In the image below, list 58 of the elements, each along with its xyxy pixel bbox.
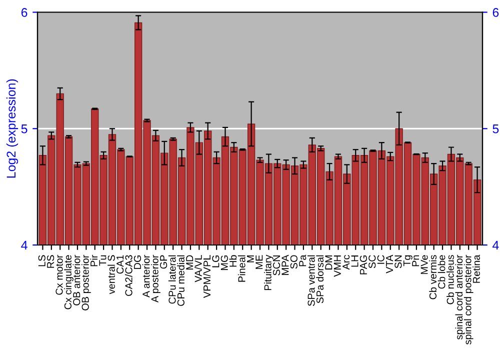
- x-tick-label: Pn: [412, 255, 420, 266]
- y-axis-title: Log2 (expression): [6, 79, 18, 178]
- x-tick-label: CA2/CA3: [124, 255, 132, 296]
- x-tick-label: RS: [47, 255, 54, 268]
- x-tick-label: PAG: [360, 255, 367, 274]
- x-tick-label: OB posterior: [82, 254, 91, 310]
- x-tick-label: SCN: [272, 256, 280, 276]
- x-tick-label: SPa dorsal: [316, 255, 324, 304]
- x-tick-label: M: [247, 256, 254, 262]
- x-tick-label: MG: [220, 255, 228, 270]
- x-tick-label: LS: [38, 255, 46, 266]
- x-tick-label: Cb nucleus: [446, 255, 454, 304]
- x-tick-label: DG: [134, 255, 142, 269]
- x-tick-label: ME: [256, 255, 263, 269]
- x-tick-label: DM: [325, 256, 332, 270]
- y-tick-label: 5: [21, 124, 28, 134]
- x-tick-label: VTA: [386, 254, 393, 274]
- x-tick-label: spinal cord posterior: [464, 254, 474, 344]
- x-tick-label: VMH: [334, 256, 341, 277]
- x-tick-label: Pa: [299, 254, 306, 266]
- x-tick-label: Arc: [342, 254, 350, 270]
- y-tick-label: 4: [21, 240, 28, 250]
- x-tick-label: Retina: [472, 254, 480, 283]
- x-tick-label: IC: [377, 255, 384, 264]
- x-tick-label: Cx cingulate: [64, 255, 74, 310]
- x-tick-label: Tg: [403, 255, 412, 266]
- x-tick-label: CA1: [116, 255, 124, 274]
- x-tick-label: SC: [368, 255, 376, 268]
- x-tick-label: A posterior: [151, 254, 160, 303]
- x-tick-label: VPM/VPL: [203, 255, 211, 298]
- x-tick-label: Cb lobe: [438, 255, 446, 289]
- x-tick-label: MD: [186, 255, 194, 270]
- x-tick-label: CPu medial: [177, 255, 184, 306]
- x-tick-label: ventral S: [108, 255, 115, 294]
- x-tick-label: Pineal: [238, 255, 246, 282]
- x-tick-label: A anterior: [142, 254, 150, 298]
- x-tick-label: VA/VL: [194, 255, 202, 282]
- x-tick-label: SO: [290, 255, 298, 269]
- x-tick-label: SN: [394, 256, 402, 268]
- x-tick-label: Pituitary: [264, 254, 274, 290]
- y2-tick-label: 6: [492, 8, 499, 17]
- x-tick-label: Cb vermis: [429, 255, 437, 300]
- y2-tick-label: 4: [492, 240, 499, 250]
- x-tick-label: OB anterior: [72, 254, 80, 306]
- y-tick-label: 6: [21, 8, 28, 17]
- x-tick-label: Hb: [229, 255, 237, 267]
- x-tick-label: CPu lateral: [168, 255, 176, 304]
- y2-tick-label: 5: [492, 124, 499, 134]
- x-tick-label: Pir: [90, 254, 98, 266]
- x-tick-label: GP: [160, 255, 168, 269]
- x-tick-label: LH: [351, 256, 358, 267]
- x-tick-label: SPa ventral: [307, 255, 315, 306]
- x-tick-label: LG: [212, 255, 220, 268]
- x-tick-label: MPA: [282, 254, 289, 275]
- x-tick-label: MVe: [420, 255, 428, 274]
- x-tick-label: Tu: [99, 255, 106, 266]
- x-tick-label: Cx motor: [56, 254, 63, 295]
- x-tick-label: spinal cord anterior: [455, 254, 465, 340]
